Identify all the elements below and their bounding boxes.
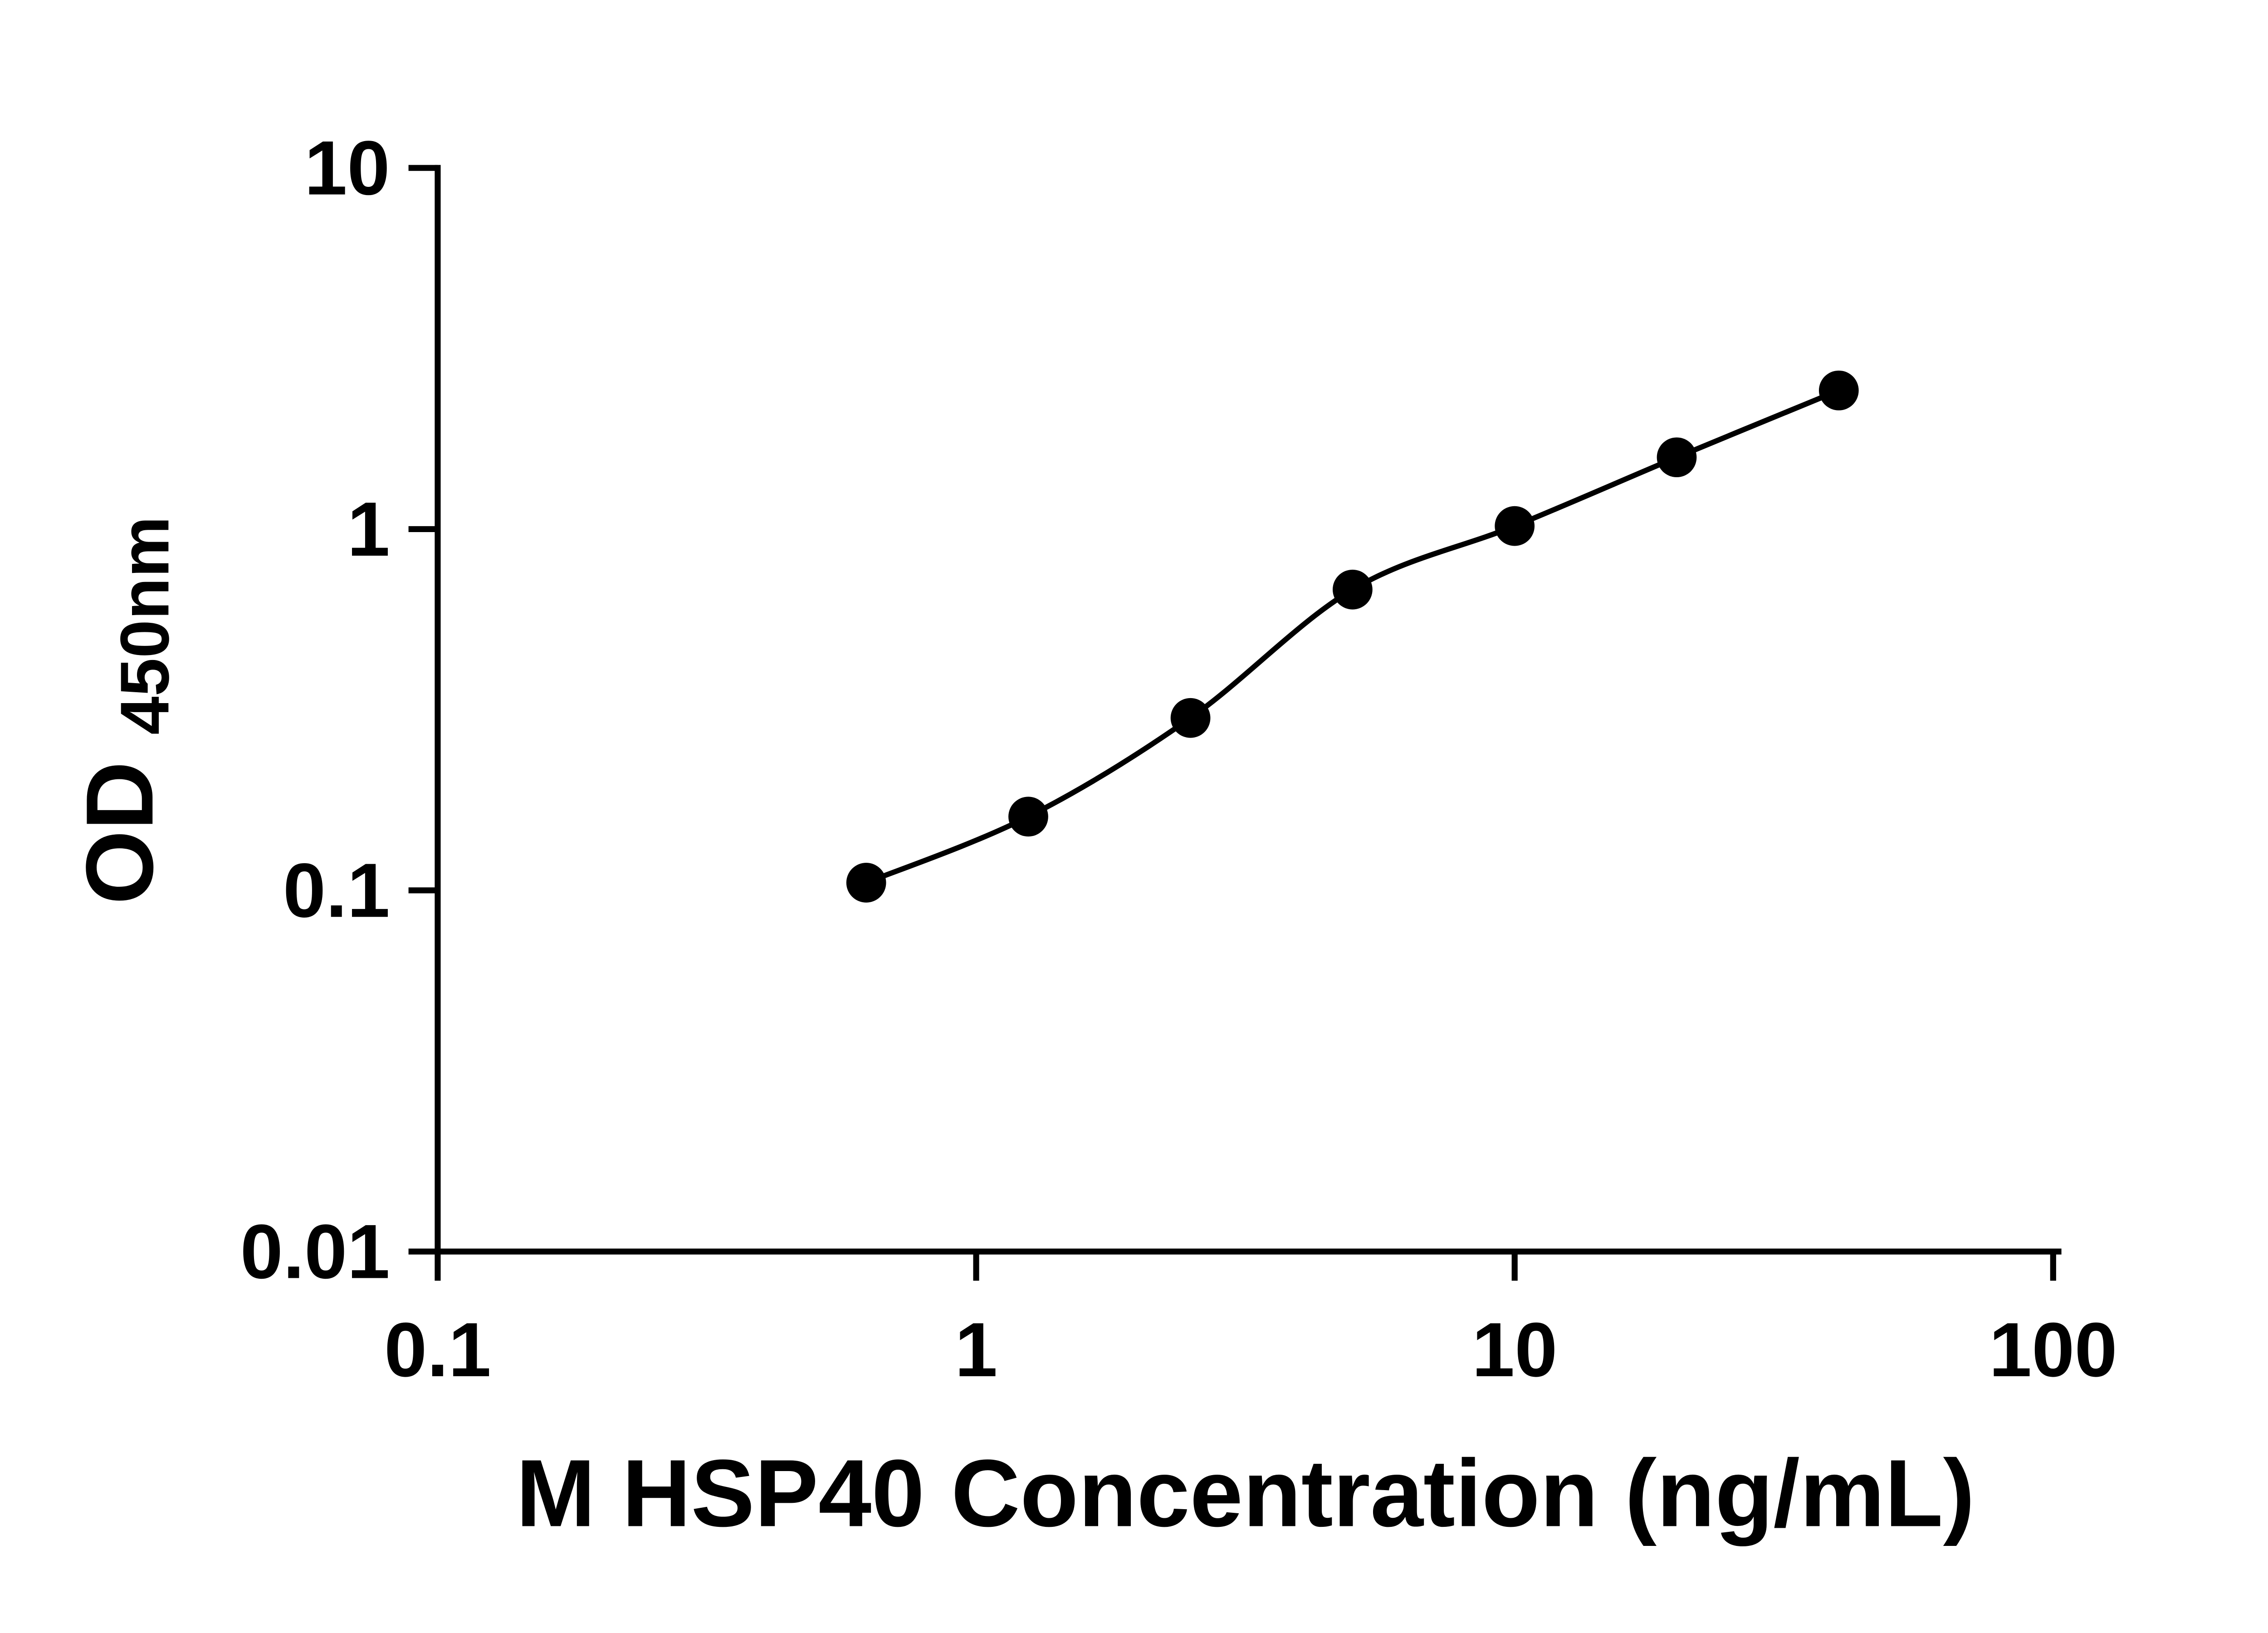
data-point (1657, 437, 1697, 478)
axes: 0.1 1 10 100 0.01 0.1 1 10 (240, 125, 2117, 1393)
data-point (1495, 506, 1535, 546)
data-point (1333, 569, 1373, 610)
x-tick-label: 100 (1989, 1306, 2117, 1393)
data-point (846, 863, 886, 903)
y-tick-label: 0.1 (283, 847, 390, 933)
x-tick-label: 1 (955, 1306, 997, 1393)
data-point (1170, 698, 1211, 738)
y-axis-title: OD 450nm (66, 516, 183, 905)
y-tick-label: 1 (347, 486, 390, 572)
x-axis-title: M HSP40 Concentration (ng/mL) (516, 1439, 1975, 1546)
data-point (1008, 797, 1048, 837)
y-tick-label: 10 (304, 125, 390, 211)
x-tick-label: 10 (1472, 1306, 1558, 1393)
axis-spine (435, 165, 2062, 1255)
data-point (1818, 370, 1859, 411)
data-series (846, 370, 1859, 903)
x-tick-label: 0.1 (384, 1306, 491, 1393)
y-axis-title-subscript: 450nm (106, 516, 183, 735)
y-tick-label: 0.01 (240, 1208, 390, 1295)
y-axis-title-main: OD (66, 761, 173, 905)
